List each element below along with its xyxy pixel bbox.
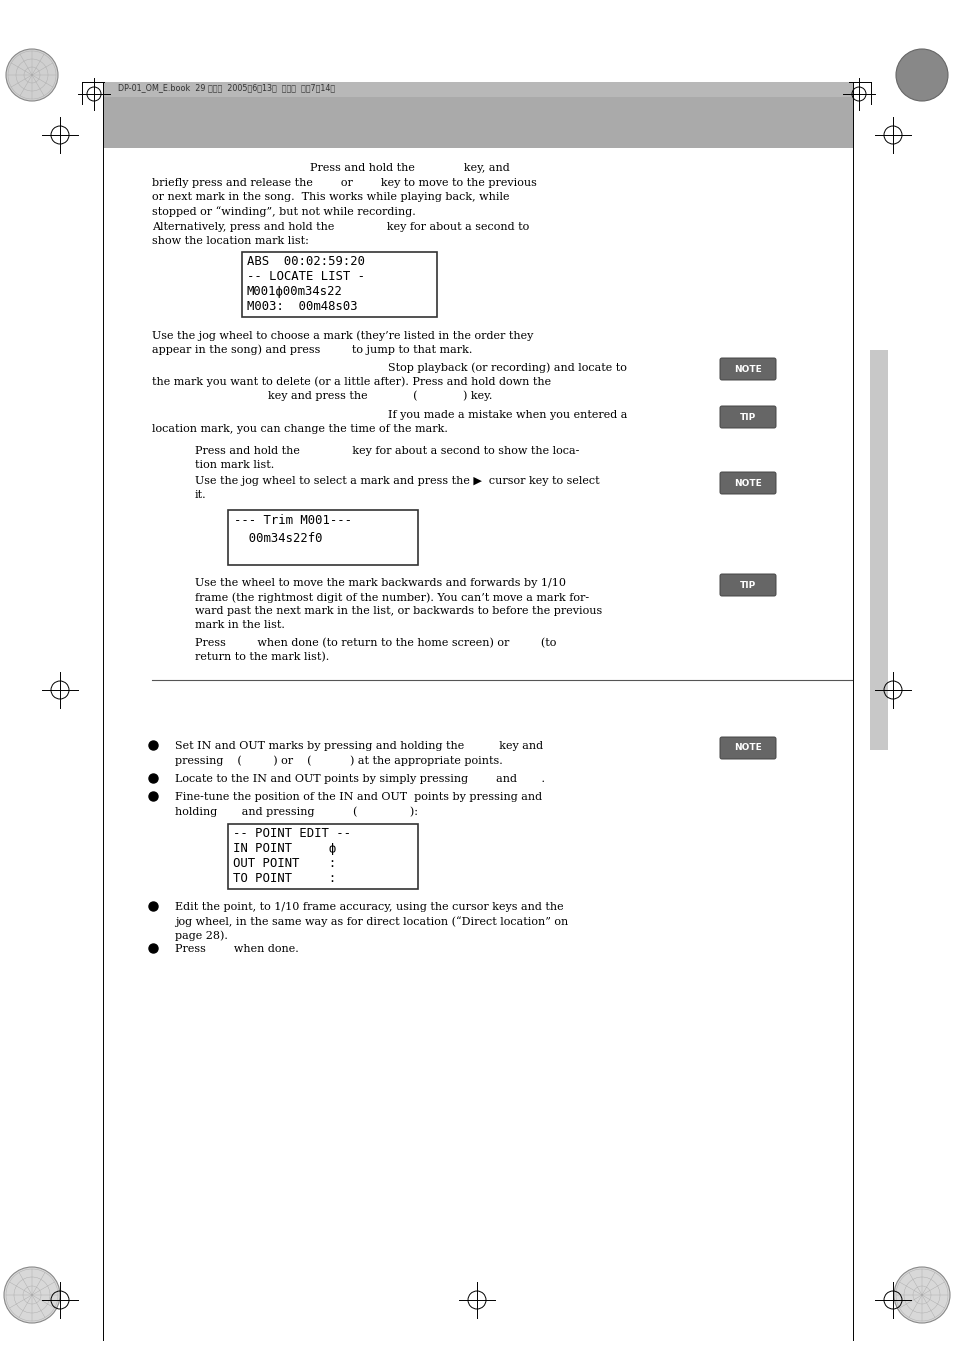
Text: IN POINT     ф: IN POINT ф	[233, 842, 335, 855]
Circle shape	[895, 49, 947, 101]
Bar	[242, 253, 436, 317]
Text: OUT POINT    :: OUT POINT :	[233, 857, 335, 870]
Text: TIP: TIP	[740, 581, 756, 589]
Circle shape	[6, 49, 58, 101]
Text: key and press the             (             ) key.: key and press the ( ) key.	[268, 390, 492, 400]
Text: briefly press and release the        or        key to move to the previous: briefly press and release the or key to …	[152, 178, 537, 188]
Text: mark in the list.: mark in the list.	[194, 620, 285, 630]
FancyBboxPatch shape	[720, 738, 775, 759]
Text: M001ф00m34s22: M001ф00m34s22	[247, 285, 342, 299]
Text: Press         when done (to return to the home screen) or         (to: Press when done (to return to the home s…	[194, 638, 556, 648]
Text: -- LOCATE LIST -: -- LOCATE LIST -	[247, 270, 365, 282]
Bar	[103, 97, 852, 149]
Text: the mark you want to delete (or a little after). Press and hold down the: the mark you want to delete (or a little…	[152, 376, 551, 386]
Text: Edit the point, to 1/10 frame accuracy, using the cursor keys and the: Edit the point, to 1/10 frame accuracy, …	[174, 902, 563, 912]
Text: DP-01_OM_E.book  29 ページ  2005年6月13日  月曜日  午後7時14分: DP-01_OM_E.book 29 ページ 2005年6月13日 月曜日 午後…	[118, 82, 335, 92]
FancyBboxPatch shape	[720, 574, 775, 596]
Text: -- POINT EDIT --: -- POINT EDIT --	[233, 827, 351, 840]
Text: appear in the song) and press         to jump to that mark.: appear in the song) and press to jump to…	[152, 345, 472, 354]
Text: return to the mark list).: return to the mark list).	[194, 653, 329, 662]
Text: Fine-tune the position of the IN and OUT  points by pressing and: Fine-tune the position of the IN and OUT…	[174, 792, 541, 802]
Text: Press and hold the              key, and: Press and hold the key, and	[310, 163, 509, 173]
Text: location mark, you can change the time of the mark.: location mark, you can change the time o…	[152, 424, 447, 434]
FancyBboxPatch shape	[720, 407, 775, 428]
Text: show the location mark list:: show the location mark list:	[152, 236, 309, 246]
Text: pressing    (         ) or    (           ) at the appropriate points.: pressing ( ) or ( ) at the appropriate p…	[174, 755, 502, 766]
Text: TO POINT     :: TO POINT :	[233, 871, 335, 885]
Text: 00m34s22f0: 00m34s22f0	[233, 532, 344, 544]
Bar	[869, 350, 887, 750]
Text: NOTE: NOTE	[734, 478, 761, 488]
Bar	[103, 82, 852, 97]
Text: stopped or “winding”, but not while recording.: stopped or “winding”, but not while reco…	[152, 205, 416, 216]
Text: it.: it.	[194, 490, 207, 500]
FancyBboxPatch shape	[720, 471, 775, 494]
Circle shape	[4, 1267, 60, 1323]
Text: If you made a mistake when you entered a: If you made a mistake when you entered a	[388, 409, 627, 420]
Text: Locate to the IN and OUT points by simply pressing        and       .: Locate to the IN and OUT points by simpl…	[174, 774, 544, 784]
Bar	[228, 509, 417, 565]
Text: frame (the rightmost digit of the number). You can’t move a mark for-: frame (the rightmost digit of the number…	[194, 592, 589, 603]
Text: page 28).: page 28).	[174, 929, 228, 940]
Text: Press        when done.: Press when done.	[174, 944, 298, 954]
Text: Set IN and OUT marks by pressing and holding the          key and: Set IN and OUT marks by pressing and hol…	[174, 740, 542, 751]
Text: Use the jog wheel to choose a mark (they’re listed in the order they: Use the jog wheel to choose a mark (they…	[152, 330, 533, 340]
Circle shape	[893, 1267, 949, 1323]
FancyBboxPatch shape	[720, 358, 775, 380]
Text: --- Trim M001---: --- Trim M001---	[233, 513, 352, 527]
Bar	[228, 824, 417, 889]
Text: Stop playback (or recording) and locate to: Stop playback (or recording) and locate …	[388, 362, 626, 373]
Text: Press and hold the               key for about a second to show the loca-: Press and hold the key for about a secon…	[194, 446, 578, 457]
Text: Alternatively, press and hold the               key for about a second to: Alternatively, press and hold the key fo…	[152, 222, 529, 232]
Text: NOTE: NOTE	[734, 365, 761, 373]
Text: or next mark in the song.  This works while playing back, while: or next mark in the song. This works whi…	[152, 192, 509, 203]
Text: tion mark list.: tion mark list.	[194, 459, 274, 470]
Text: NOTE: NOTE	[734, 743, 761, 753]
Text: Use the wheel to move the mark backwards and forwards by 1/10: Use the wheel to move the mark backwards…	[194, 578, 565, 588]
Text: M003:  00m48s03: M003: 00m48s03	[247, 300, 357, 313]
Text: Use the jog wheel to select a mark and press the ▶  cursor key to select: Use the jog wheel to select a mark and p…	[194, 476, 599, 486]
Text: TIP: TIP	[740, 412, 756, 422]
Text: ABS  00:02:59:20: ABS 00:02:59:20	[247, 255, 365, 267]
Text: jog wheel, in the same way as for direct location (“Direct location” on: jog wheel, in the same way as for direct…	[174, 916, 568, 927]
Text: holding       and pressing           (               ):: holding and pressing ( ):	[174, 807, 417, 816]
Text: ward past the next mark in the list, or backwards to before the previous: ward past the next mark in the list, or …	[194, 607, 601, 616]
